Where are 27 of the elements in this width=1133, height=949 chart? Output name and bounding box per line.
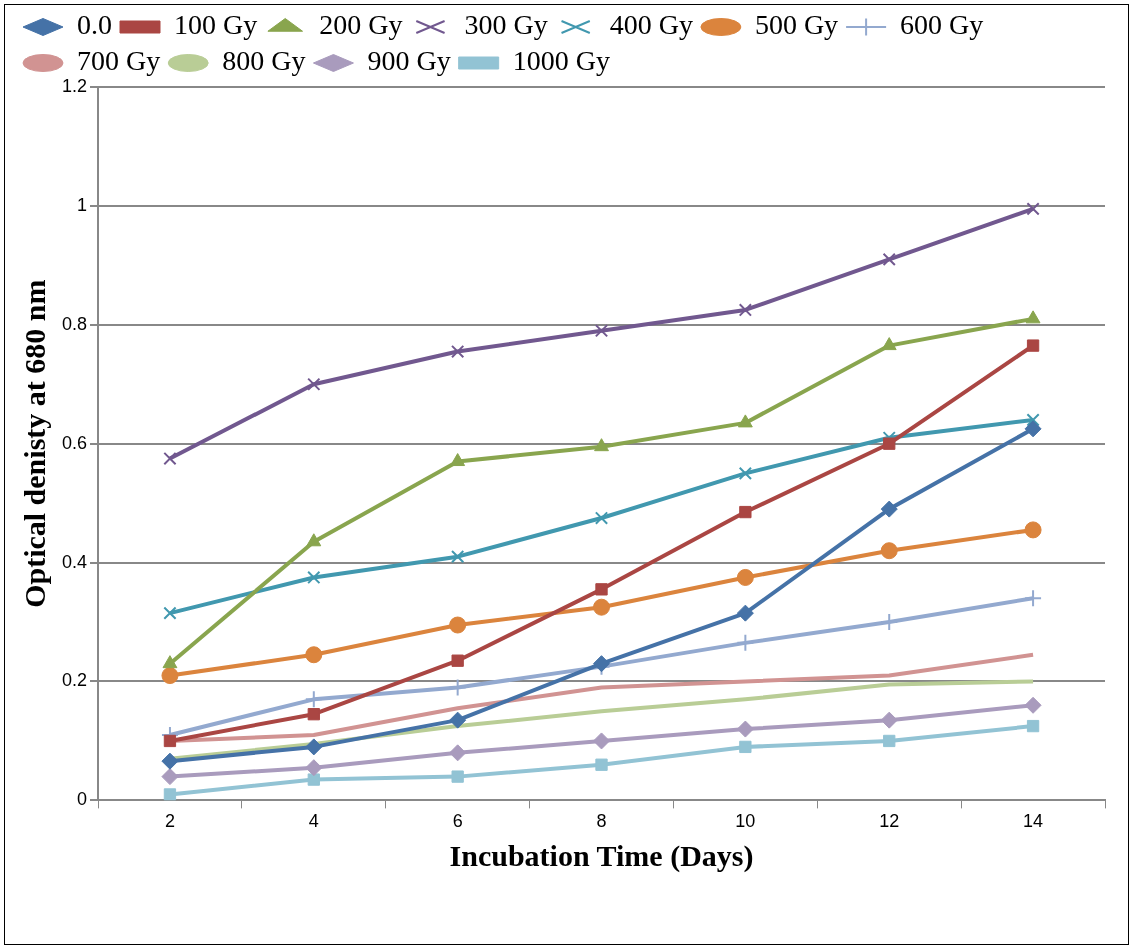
x-tick-label: 10	[735, 811, 756, 832]
x-tick-label: 6	[452, 811, 463, 832]
legend-label: 0.0	[77, 9, 112, 41]
legend-label: 100 Gy	[174, 9, 258, 41]
y-tick-label: 1	[77, 194, 88, 215]
x-tick-label: 2	[164, 811, 175, 832]
legend-label: 600 Gy	[900, 9, 984, 41]
x-axis-title: Incubation Time (Days)	[449, 838, 754, 873]
legend-label: 900 Gy	[367, 45, 451, 77]
y-tick-label: 0.6	[61, 432, 88, 453]
x-tick-label: 8	[596, 811, 607, 832]
legend-label: 1000 Gy	[512, 45, 610, 77]
y-tick-label: 0.2	[61, 670, 88, 691]
x-tick-label: 12	[879, 811, 900, 832]
legend-label: 300 Gy	[464, 9, 548, 41]
y-tick-label: 0.4	[61, 551, 88, 572]
y-tick-label: 1.2	[61, 75, 88, 96]
y-tick-label: 0	[77, 789, 88, 810]
legend-label: 700 Gy	[77, 45, 161, 77]
y-axis-title: Optical denisty at 680 nm	[17, 279, 51, 608]
y-tick-label: 0.8	[61, 313, 88, 334]
x-tick-label: 14	[1023, 811, 1044, 832]
x-tick-label: 4	[308, 811, 319, 832]
legend-label: 200 Gy	[319, 9, 403, 41]
legend-label: 500 Gy	[754, 9, 839, 41]
legend-label: 400 Gy	[609, 9, 693, 41]
legend-label: 800 Gy	[222, 45, 306, 77]
